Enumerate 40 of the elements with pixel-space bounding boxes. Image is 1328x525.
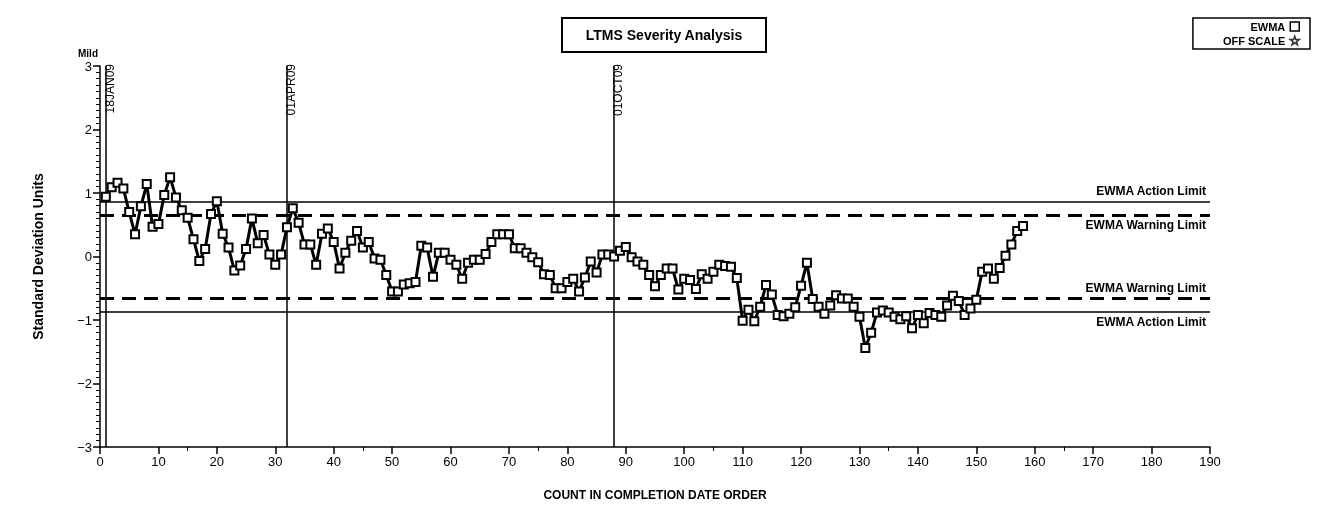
y-tick-label: −2 [77,376,92,391]
ref-line-label: EWMA Action Limit [1096,314,1206,329]
ref-line-label: 01OCT09 [611,63,626,117]
x-tick-label: 90 [618,454,634,469]
ref-line-label: 18JAN09 [102,63,117,114]
x-tick-label: 150 [965,454,988,469]
y-tick-label: 0 [84,249,92,264]
y-tick-label: 3 [84,58,92,74]
x-tick-label: 100 [673,454,696,469]
y-tick-label: 1 [84,185,92,201]
x-tick-label: 50 [384,454,400,469]
ref-line-label: 01APR09 [283,63,298,116]
y-axis-title: Standard Deviation Units [30,173,46,340]
x-axis-title: COUNT IN COMPLETION DATE ORDER [543,488,767,502]
y-tick-label: 2 [84,122,92,137]
x-tick-label: 20 [209,454,225,469]
x-tick-label: 130 [848,454,871,469]
y-tick-label: −1 [77,312,92,328]
x-tick-label: 40 [326,454,341,469]
text: Mild [78,47,98,59]
x-tick-label: 170 [1082,454,1105,469]
x-tick-label: 110 [732,454,753,469]
x-tick-label: 80 [560,454,575,469]
x-tick-label: 10 [151,454,166,469]
x-tick-label: 70 [501,454,517,469]
ref-line-label: EWMA Warning Limit [1085,218,1206,233]
legend-label: OFF SCALE [1222,34,1286,47]
x-tick-label: 60 [443,454,458,469]
ref-line-label: EWMA Warning Limit [1085,280,1206,295]
legend-label: EWMA [1250,20,1286,33]
y-tick-label: −3 [77,439,92,455]
x-tick-label: 160 [1023,454,1046,469]
x-tick-label: 190 [1199,454,1221,469]
x-tick-label: 180 [1140,454,1163,469]
chart-title: LTMS Severity Analysis [585,27,743,43]
ref-line-label: EWMA Action Limit [1096,184,1206,199]
x-tick-label: 140 [907,454,929,469]
x-tick-label: 0 [96,454,104,469]
x-tick-label: 30 [268,454,283,469]
x-tick-label: 120 [790,454,812,469]
